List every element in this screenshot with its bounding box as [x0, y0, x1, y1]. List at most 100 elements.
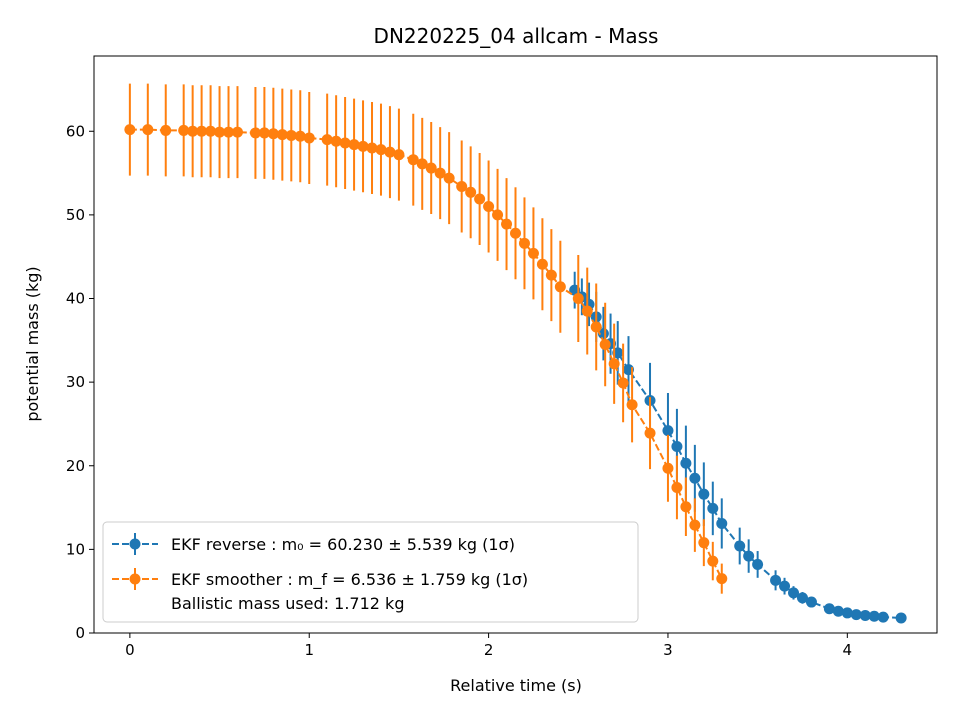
data-point — [483, 201, 495, 213]
data-point — [357, 140, 369, 152]
data-point — [231, 126, 243, 138]
axes-frame — [93, 55, 938, 634]
data-point — [267, 128, 279, 140]
data-point — [689, 519, 701, 531]
data-point — [554, 281, 566, 293]
data-point — [788, 587, 800, 599]
data-point — [425, 162, 437, 174]
data-point — [680, 501, 692, 513]
plot-area — [124, 83, 907, 624]
data-point — [608, 358, 620, 370]
data-point — [796, 592, 808, 604]
legend-box — [102, 521, 639, 623]
data-point — [707, 555, 719, 567]
data-point — [416, 158, 428, 170]
y-tick-label: 60 — [66, 122, 85, 140]
y-tick-label: 30 — [66, 373, 85, 391]
data-point — [205, 125, 217, 137]
data-point — [545, 269, 557, 281]
data-point — [662, 462, 674, 474]
data-point — [303, 132, 315, 144]
data-point — [752, 558, 764, 570]
chart-title: DN220225_04 allcam - Mass — [374, 24, 659, 48]
data-point — [805, 596, 817, 608]
data-point — [258, 127, 270, 139]
data-point — [407, 154, 419, 166]
data-point — [743, 550, 755, 562]
x-tick-label: 4 — [843, 641, 853, 659]
data-point — [434, 167, 446, 179]
y-tick-label: 10 — [66, 540, 85, 558]
data-point — [249, 127, 261, 139]
series-2 — [124, 83, 728, 594]
legend-marker-1 — [129, 538, 141, 550]
data-point — [698, 488, 710, 500]
data-point — [348, 139, 360, 151]
data-point — [321, 134, 333, 146]
data-point — [366, 142, 378, 154]
data-point — [294, 130, 306, 142]
data-point — [823, 603, 835, 615]
data-point — [716, 517, 728, 529]
data-point — [680, 457, 692, 469]
data-point — [877, 611, 889, 623]
data-point — [285, 129, 297, 141]
x-axis-label: Relative time (s) — [450, 676, 582, 695]
data-point — [456, 180, 468, 192]
data-point — [384, 146, 396, 158]
data-point — [518, 237, 530, 249]
data-point — [214, 126, 226, 138]
data-point — [465, 186, 477, 198]
data-point — [196, 125, 208, 137]
data-point — [142, 124, 154, 136]
data-point — [734, 540, 746, 552]
data-point — [707, 502, 719, 514]
data-point — [276, 129, 288, 141]
legend: EKF reverse : m₀ = 60.230 ± 5.539 kg (1σ… — [102, 521, 639, 623]
data-point — [443, 172, 455, 184]
data-point — [223, 126, 235, 138]
data-point — [841, 607, 853, 619]
data-point — [581, 305, 593, 317]
data-point — [124, 124, 136, 136]
y-axis-label: potential mass (kg) — [23, 266, 42, 421]
legend-label-2: EKF smoother : m_f = 6.536 ± 1.759 kg (1… — [171, 570, 528, 590]
x-tick-label: 2 — [484, 641, 494, 659]
data-point — [770, 574, 782, 586]
x-tick-label: 1 — [304, 641, 314, 659]
data-point — [590, 321, 602, 333]
y-tick-label: 20 — [66, 457, 85, 475]
data-point — [644, 427, 656, 439]
data-point — [160, 124, 172, 136]
data-point — [501, 218, 513, 230]
legend-note: Ballistic mass used: 1.712 kg — [171, 594, 404, 613]
series-1 — [569, 271, 907, 624]
data-point — [330, 135, 342, 147]
data-point — [599, 339, 611, 350]
data-point — [779, 580, 791, 592]
data-point — [662, 425, 674, 437]
data-point — [474, 193, 486, 205]
data-point — [510, 227, 521, 239]
series-2-line — [129, 128, 723, 580]
data-point — [617, 377, 629, 389]
data-point — [698, 537, 710, 549]
data-point — [527, 247, 539, 259]
legend-marker-2 — [129, 573, 141, 585]
data-point — [716, 573, 728, 585]
data-point — [859, 609, 871, 621]
legend-label-1: EKF reverse : m₀ = 60.230 ± 5.539 kg (1σ… — [171, 535, 515, 554]
data-point — [492, 209, 504, 221]
data-point — [689, 472, 701, 484]
data-point — [572, 293, 584, 305]
data-point — [187, 125, 199, 137]
x-tick-label: 0 — [125, 641, 135, 659]
data-point — [178, 124, 190, 136]
data-point — [375, 144, 387, 156]
x-tick-label: 3 — [663, 641, 673, 659]
data-point — [671, 481, 683, 493]
data-point — [339, 137, 351, 149]
data-point — [895, 612, 907, 624]
